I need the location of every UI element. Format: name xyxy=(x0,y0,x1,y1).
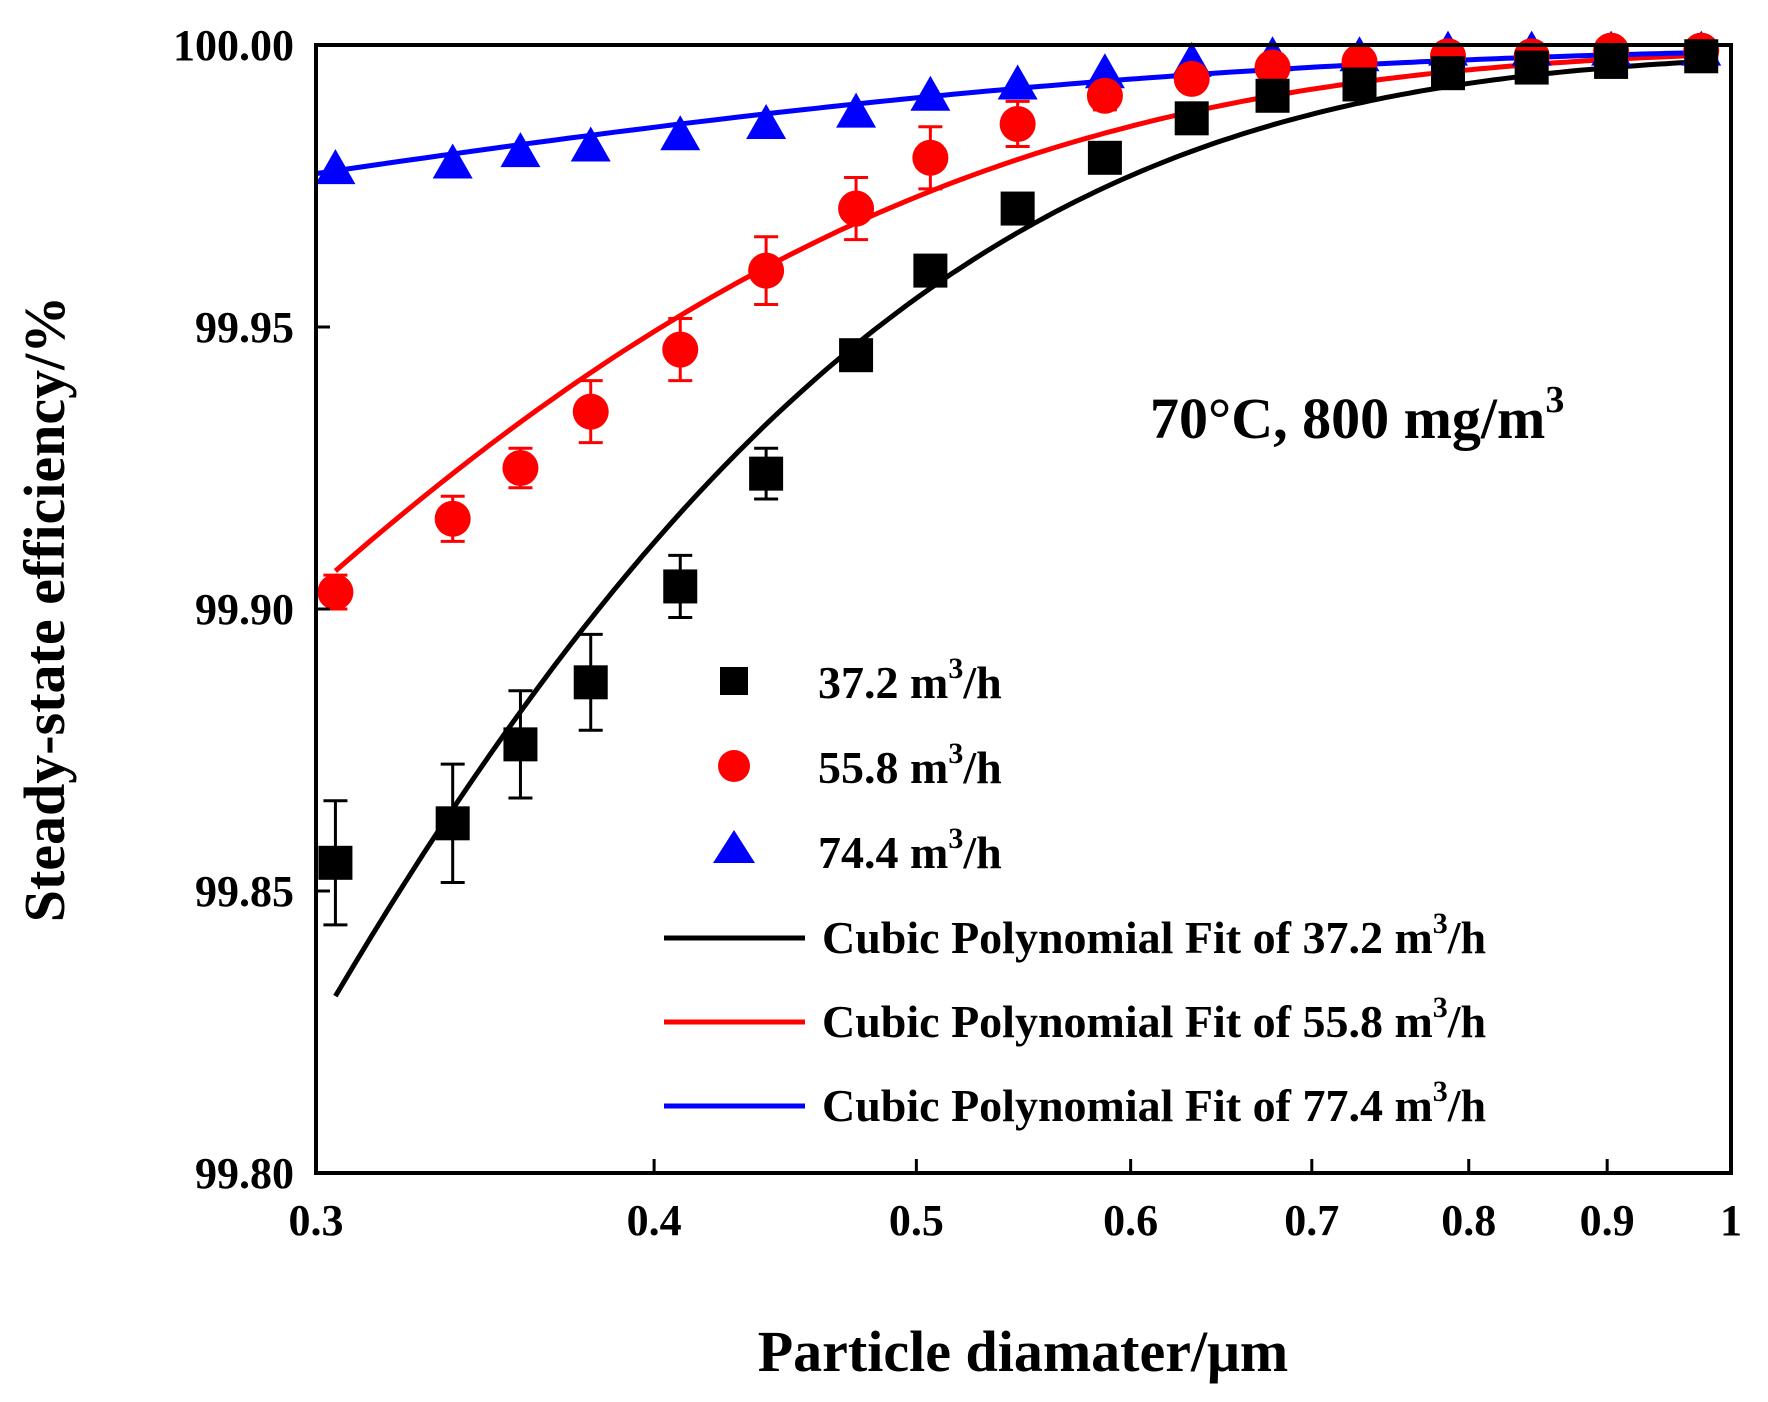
data-point-triangle xyxy=(910,75,951,111)
x-tick-label: 0.3 xyxy=(289,1196,344,1245)
data-point-square xyxy=(1594,44,1629,79)
legend: 37.2 m3/h 55.8 m3/h 74.4 m3/h Cubic Poly… xyxy=(664,652,1486,1131)
legend-marker-triangle xyxy=(713,830,755,863)
data-point-circle xyxy=(1086,77,1123,114)
data-point-circle xyxy=(1254,49,1291,86)
legend-label-55-8: 55.8 m3/h xyxy=(818,737,1002,793)
legend-label-37-2: 37.2 m3/h xyxy=(818,652,1002,708)
data-point-triangle xyxy=(570,126,611,162)
axis-ticks: 0.3 0.4 0.5 0.6 0.7 0.8 0.9 1 99.80 99.85 99.90 99.… xyxy=(173,21,1742,1245)
data-point-square xyxy=(1514,50,1549,85)
data-point-square xyxy=(913,253,948,288)
data-point-square xyxy=(1087,140,1122,175)
data-point-square xyxy=(663,569,698,604)
data-point-triangle xyxy=(997,64,1038,100)
data-point-circle xyxy=(1173,60,1210,97)
data-point-triangle xyxy=(746,103,787,139)
data-point-square xyxy=(318,845,353,880)
data-point-circle xyxy=(912,139,949,176)
data-point-square xyxy=(1174,101,1209,136)
data-point-square xyxy=(749,456,784,491)
y-tick-label: 99.90 xyxy=(195,585,294,634)
x-tick-label: 0.4 xyxy=(627,1196,682,1245)
data-point-circle xyxy=(999,105,1036,142)
data-point-triangle xyxy=(500,132,541,168)
data-point-circle xyxy=(748,252,785,289)
error-bars xyxy=(323,43,1714,927)
data-point-square xyxy=(1255,78,1290,113)
y-axis-title: Steady-state efficiency/% xyxy=(12,296,77,923)
data-point-square xyxy=(1430,56,1465,91)
legend-label-fit-37-2: Cubic Polynomial Fit of 37.2 m3/h xyxy=(822,907,1486,963)
legend-label-fit-55-8: Cubic Polynomial Fit of 55.8 m3/h xyxy=(822,991,1486,1047)
y-tick-label: 100.00 xyxy=(173,21,294,70)
data-point-square xyxy=(839,338,874,373)
x-tick-label: 0.7 xyxy=(1284,1196,1339,1245)
data-point-triangle xyxy=(1084,53,1125,89)
data-point-square xyxy=(573,665,608,700)
legend-marker-circle xyxy=(718,750,750,782)
data-point-triangle xyxy=(315,149,356,185)
y-tick-label: 99.95 xyxy=(195,303,294,352)
x-tick-label: 0.8 xyxy=(1441,1196,1496,1245)
x-tick-label: 0.9 xyxy=(1580,1196,1635,1245)
data-point-triangle xyxy=(660,115,701,151)
y-tick-label: 99.85 xyxy=(195,867,294,916)
condition-annotation: 70°C, 800 mg/m3 xyxy=(1150,379,1564,451)
data-point-circle xyxy=(662,331,699,368)
data-point-circle xyxy=(434,500,471,537)
data-point-square xyxy=(1000,191,1035,226)
y-tick-label: 99.80 xyxy=(195,1149,294,1198)
legend-marker-square xyxy=(720,667,748,695)
data-point-circle xyxy=(317,574,354,611)
x-tick-label: 0.5 xyxy=(889,1196,944,1245)
data-markers xyxy=(315,30,1722,880)
data-point-circle xyxy=(502,450,539,486)
data-point-triangle xyxy=(836,92,877,128)
x-tick-label: 1 xyxy=(1720,1196,1742,1245)
data-point-square xyxy=(435,806,470,841)
data-point-circle xyxy=(838,190,875,227)
data-point-circle xyxy=(572,393,609,430)
data-point-square xyxy=(503,727,538,762)
fit-line-0 xyxy=(333,59,1702,998)
data-point-square xyxy=(1342,67,1377,102)
x-tick-label: 0.6 xyxy=(1103,1196,1158,1245)
x-axis-title: Particle diamater/μm xyxy=(758,1319,1289,1384)
data-point-triangle xyxy=(432,143,473,179)
legend-label-74-4: 74.4 m3/h xyxy=(818,822,1002,878)
legend-label-fit-77-4: Cubic Polynomial Fit of 77.4 m3/h xyxy=(822,1075,1486,1131)
